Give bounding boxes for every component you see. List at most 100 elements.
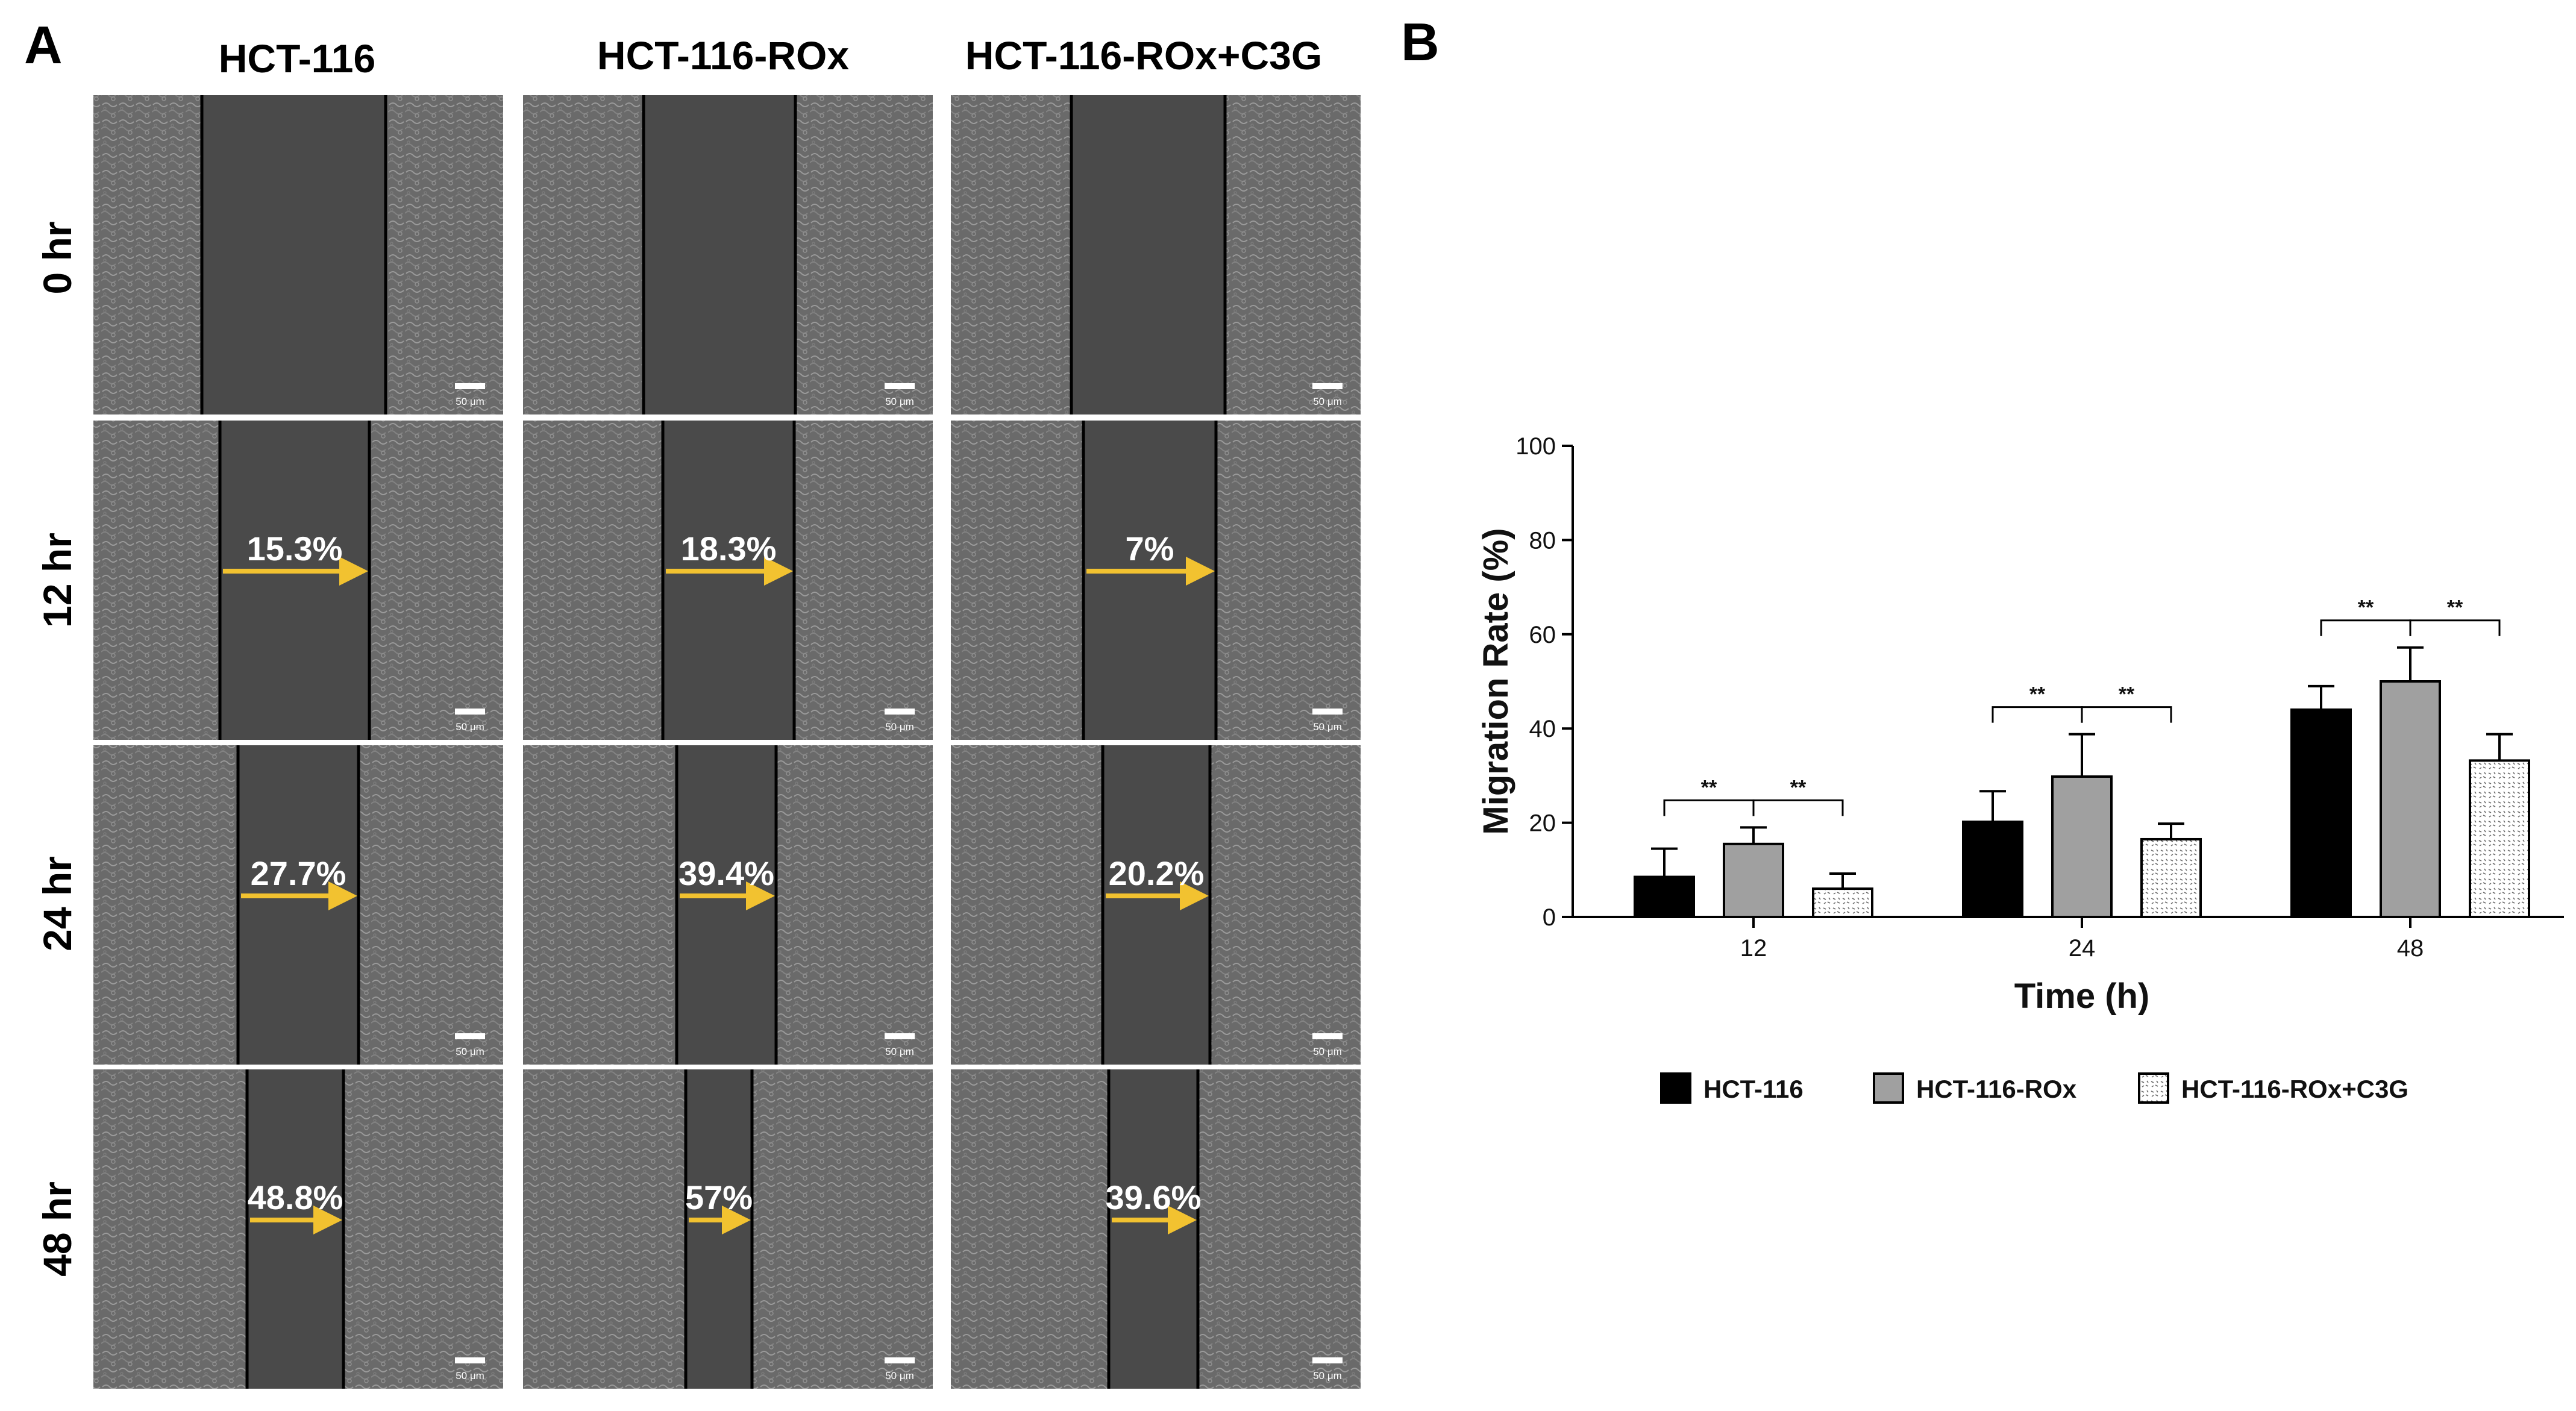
panel-b-label: B	[1401, 12, 1440, 72]
migration-percentage: 27.7%	[251, 854, 346, 892]
y-tick-label: 100	[1515, 433, 1556, 460]
micrograph-tile: 50 μm 39.4%	[523, 745, 933, 1065]
x-tick-label: 48	[2397, 935, 2424, 962]
scratch-gap	[644, 95, 795, 415]
scratch-gap	[220, 421, 369, 740]
legend-label: HCT-116-ROx+C3G	[2181, 1075, 2408, 1103]
migration-percentage: 18.3%	[681, 530, 777, 568]
legend-item: HCT-116-ROx+C3G	[2138, 1072, 2408, 1104]
significance-label: **	[1790, 776, 1807, 799]
migration-percentage: 15.3%	[247, 530, 343, 568]
bar	[1812, 887, 1873, 918]
significance-bracket	[2081, 706, 2172, 723]
significance-bracket	[2409, 619, 2501, 636]
scratch-gap	[238, 745, 359, 1065]
legend-item: HCT-116-ROx	[1873, 1072, 2077, 1104]
legend-label: HCT-116-ROx	[1916, 1075, 2077, 1103]
bar	[1634, 875, 1695, 919]
legend-swatch	[1660, 1072, 1691, 1104]
y-tick-label: 60	[1529, 622, 1556, 648]
scratch-gap	[202, 95, 386, 415]
micrograph-tile: 50 μm 48.8%	[93, 1069, 503, 1389]
scale-bar-label: 50 μm	[456, 721, 484, 733]
scale-bar	[455, 1033, 485, 1039]
bar	[2380, 680, 2441, 918]
panel-a-label: A	[24, 15, 63, 75]
scale-bar	[885, 1357, 915, 1363]
micrograph-tile: 50 μm 15.3%	[93, 421, 503, 740]
migration-percentage: 48.8%	[248, 1178, 343, 1216]
significance-label: **	[2029, 683, 2046, 706]
micrograph-tile: 50 μm 57%	[523, 1069, 933, 1389]
bar	[1723, 842, 1784, 919]
row-title: 12 hr	[35, 533, 80, 628]
scratch-gap	[663, 421, 794, 740]
column-title: HCT-116-ROx	[597, 33, 849, 78]
significance-label: **	[2119, 683, 2135, 706]
migration-rate-chart: 0 20 40 60 80 100 12 ** ** 24 ** ** 48 ** ** Migration …	[1476, 433, 2564, 1104]
scratch-gap	[677, 745, 776, 1065]
scale-bar	[885, 709, 915, 715]
x-tick-label: 24	[2069, 935, 2096, 962]
migration-percentage: 20.2%	[1109, 854, 1205, 892]
scratch-gap	[1071, 95, 1225, 415]
micrograph-tile: 50 μm 20.2%	[951, 745, 1361, 1065]
y-axis-title: Migration Rate (%)	[1476, 528, 1515, 834]
scale-bar	[455, 709, 485, 715]
significance-bracket	[1663, 799, 1755, 816]
bar	[2290, 708, 2352, 919]
bar	[1962, 821, 2023, 919]
scale-bar	[885, 1033, 915, 1039]
migration-percentage: 7%	[1126, 530, 1174, 568]
scratch-gap	[1109, 1069, 1198, 1389]
scale-bar	[1312, 1033, 1343, 1039]
bar	[2140, 837, 2202, 918]
migration-percentage: 39.6%	[1106, 1178, 1202, 1216]
y-tick-label: 0	[1543, 904, 1556, 931]
row-title: 0 hr	[35, 221, 80, 294]
micrograph-tile: 50 μm 18.3%	[523, 421, 933, 740]
legend-swatch	[2138, 1072, 2169, 1104]
micrograph-tile: 50 μm	[951, 95, 1361, 415]
y-tick-label: 40	[1529, 716, 1556, 742]
row-title: 24 hr	[35, 856, 80, 951]
significance-label: **	[2358, 596, 2374, 619]
significance-label: **	[2447, 596, 2463, 619]
scale-bar	[1312, 383, 1343, 389]
significance-bracket	[1992, 706, 2083, 723]
scale-bar-label: 50 μm	[456, 396, 484, 407]
micrograph-tile: 50 μm 39.6%	[951, 1069, 1361, 1389]
legend-label: HCT-116	[1703, 1075, 1804, 1103]
migration-percentage: 39.4%	[678, 854, 774, 892]
migration-percentage: 57%	[685, 1178, 753, 1216]
scale-bar-label: 50 μm	[1313, 721, 1342, 733]
significance-label: **	[1701, 776, 1717, 799]
bar	[2051, 775, 2113, 918]
scratch-gap	[1103, 745, 1210, 1065]
scratch-gap	[247, 1069, 343, 1389]
scale-bar-label: 50 μm	[885, 1046, 914, 1057]
significance-bracket	[1752, 799, 1844, 816]
legend-swatch	[1873, 1072, 1904, 1104]
x-tick-label: 12	[1740, 935, 1767, 962]
scale-bar-label: 50 μm	[885, 396, 914, 407]
scale-bar-label: 50 μm	[1313, 1370, 1342, 1381]
micrograph-tile: 50 μm	[93, 95, 503, 415]
legend-item: HCT-116	[1660, 1072, 1804, 1104]
row-title: 48 hr	[35, 1181, 80, 1277]
significance-bracket	[2320, 619, 2411, 636]
scale-bar	[1312, 1357, 1343, 1363]
scale-bar-label: 50 μm	[1313, 1046, 1342, 1057]
scratch-gap	[1083, 421, 1216, 740]
micrograph-tile: 50 μm 27.7%	[93, 745, 503, 1065]
legend: HCT-116 HCT-116-ROx HCT-116-ROx+C3G	[1660, 1072, 2408, 1104]
scale-bar-label: 50 μm	[456, 1046, 484, 1057]
micrograph-tile: 50 μm 7%	[951, 421, 1361, 740]
column-title: HCT-116	[219, 36, 375, 81]
scale-bar-label: 50 μm	[1313, 396, 1342, 407]
x-axis-title: Time (h)	[2014, 977, 2150, 1016]
scale-bar	[1312, 709, 1343, 715]
bar	[2469, 759, 2530, 918]
